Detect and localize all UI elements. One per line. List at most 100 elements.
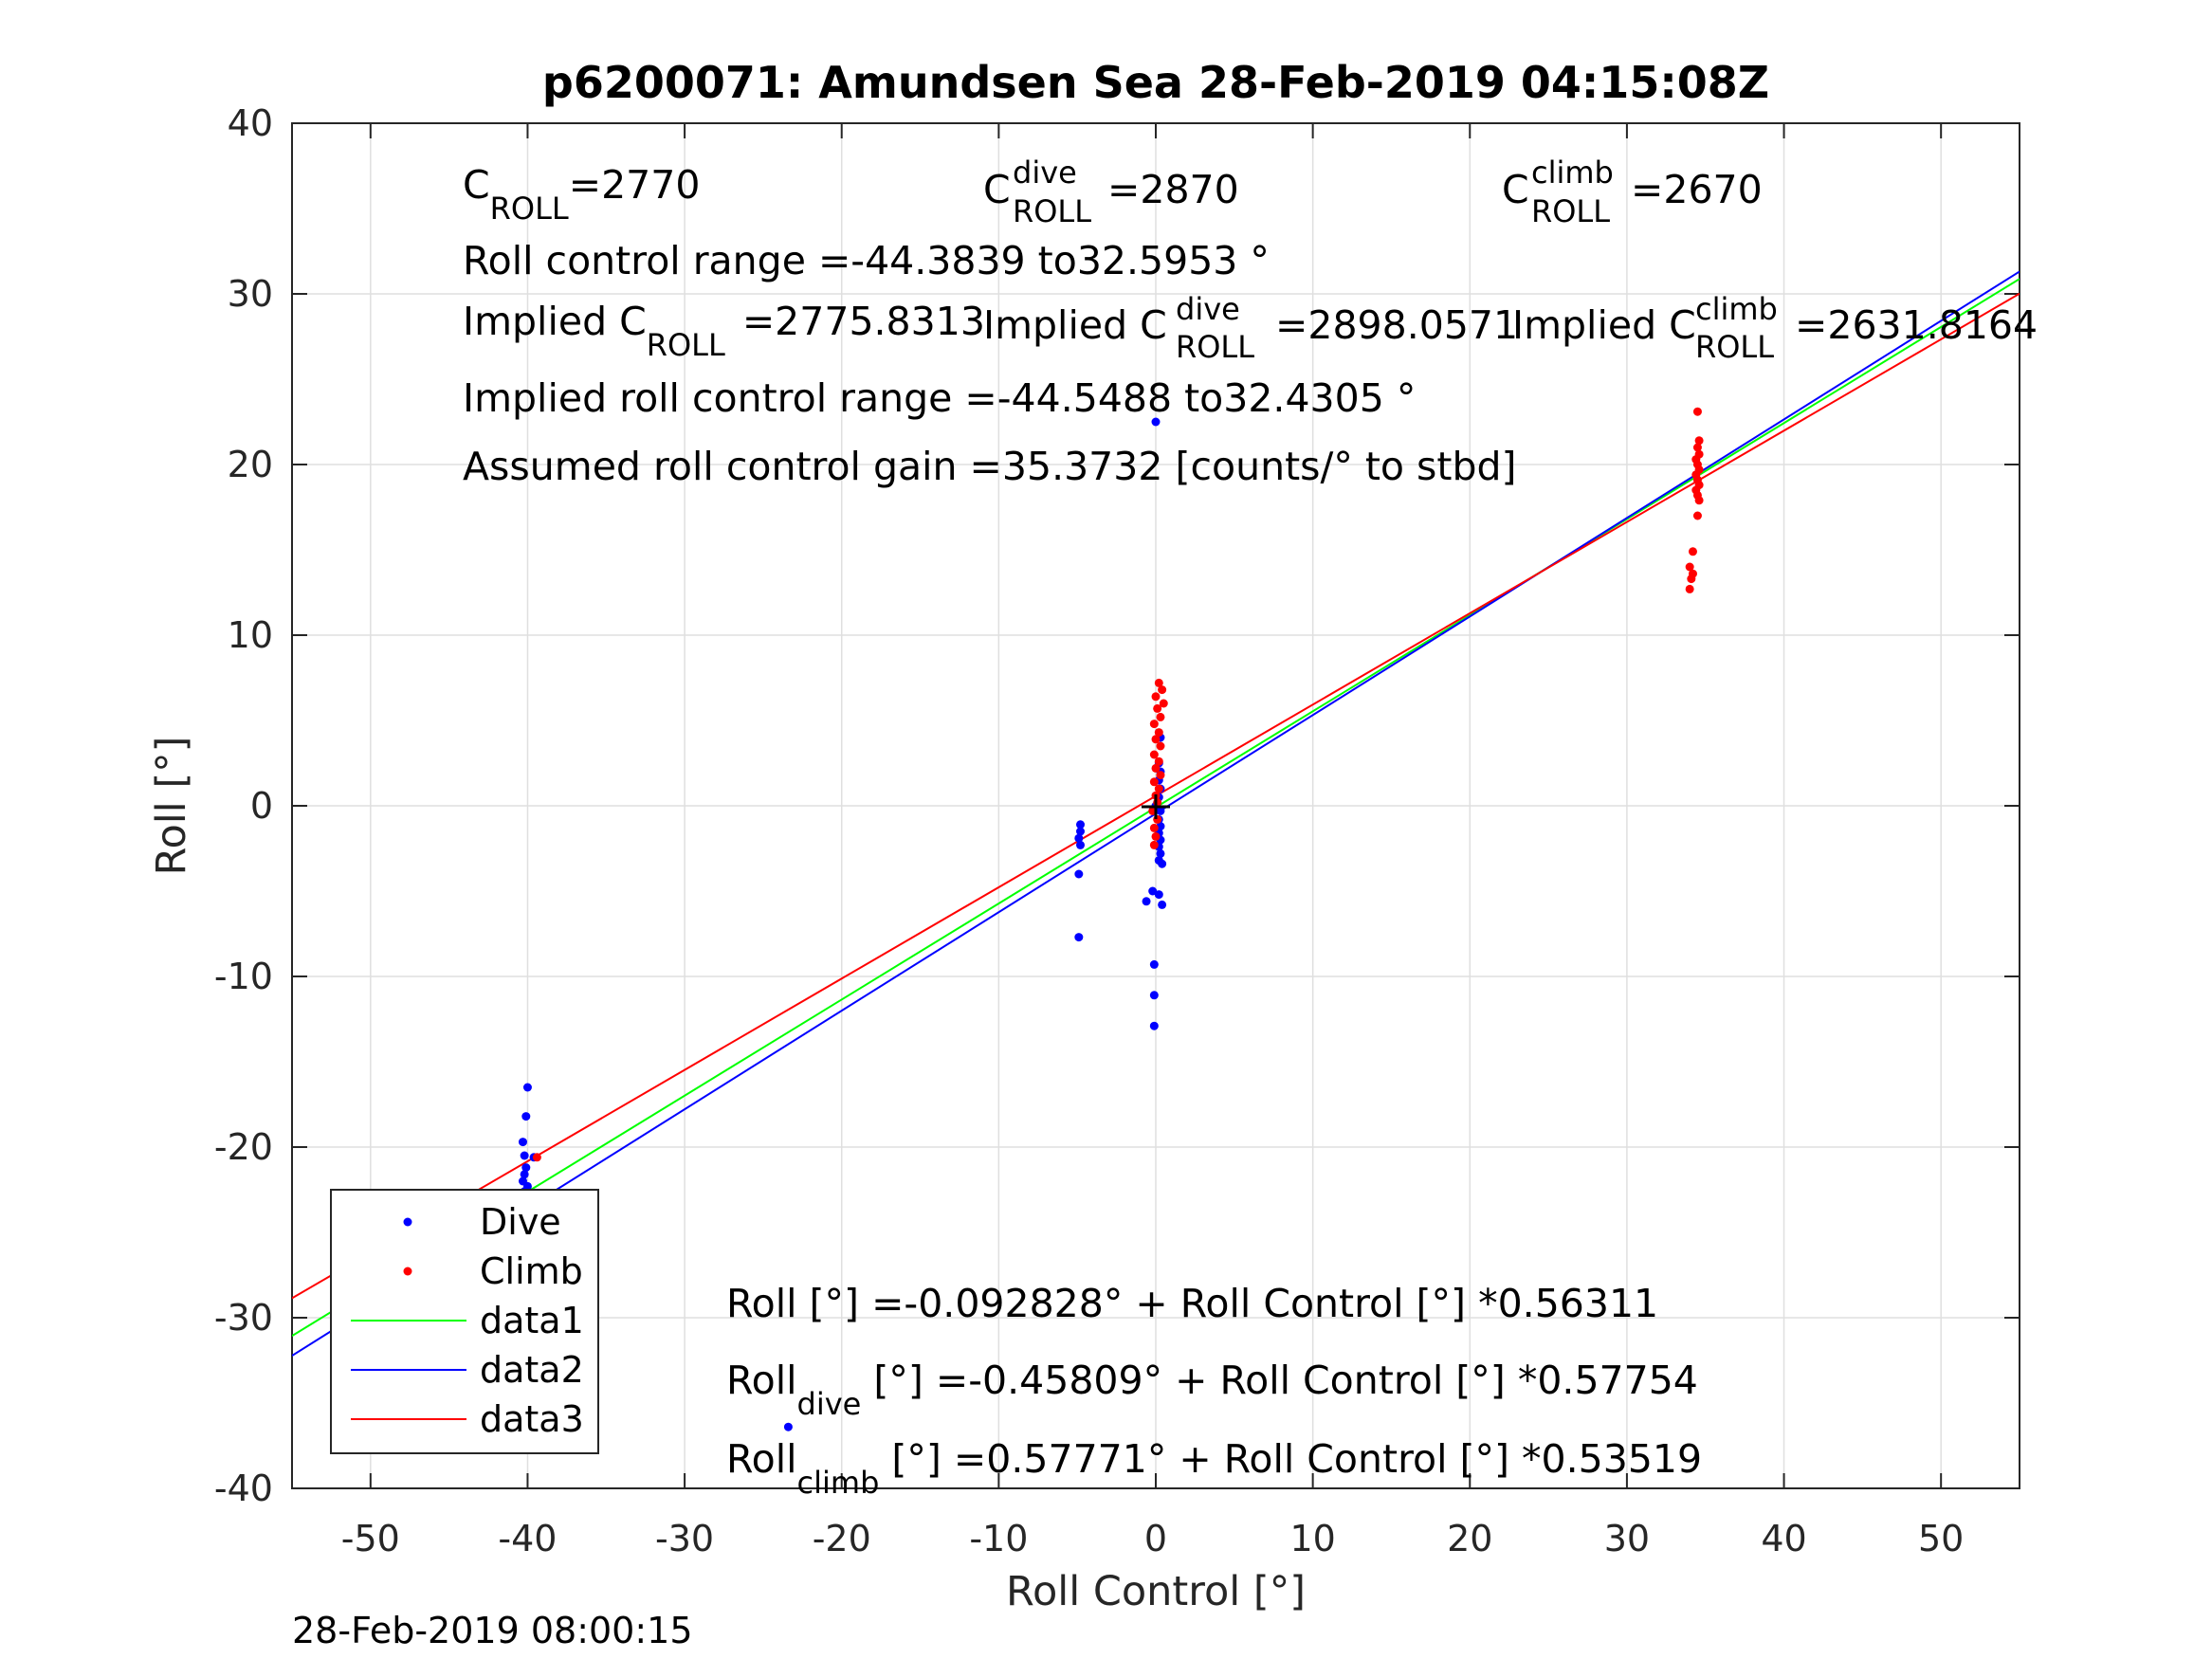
y-tick-label: -40 <box>214 1468 273 1509</box>
point-dive <box>1149 959 1159 969</box>
point-dive <box>522 1083 532 1092</box>
point-climb <box>1692 511 1702 520</box>
y-tick-labels: -40 -30 -20 -10 0 10 20 30 40 <box>214 102 273 1509</box>
point-climb <box>1149 750 1159 759</box>
point-climb <box>1694 496 1704 505</box>
point-dive <box>1074 869 1084 879</box>
point-climb <box>1692 407 1702 416</box>
point-dive <box>1075 827 1085 836</box>
point-dive <box>520 1170 529 1179</box>
annotation-implied-c-climb: Implied C climb ROLL =2631.8164 <box>1512 291 2038 365</box>
point-climb <box>1149 840 1159 849</box>
point-dive <box>1158 900 1167 909</box>
legend-data3-label: data3 <box>480 1398 584 1440</box>
svg-text:dive: dive <box>1013 155 1077 191</box>
origin-cross-marker <box>1142 794 1170 819</box>
x-tick-label: -50 <box>341 1518 400 1559</box>
point-climb <box>1158 685 1167 695</box>
point-dive <box>1148 886 1158 896</box>
annotation-implied-c-dive: Implied C dive ROLL =2898.0571 <box>983 291 1518 365</box>
legend-climb-label: Climb <box>480 1250 583 1292</box>
point-climb <box>1688 547 1697 556</box>
point-climb <box>1151 831 1161 841</box>
point-climb <box>1154 678 1163 687</box>
point-dive <box>520 1151 529 1160</box>
legend-data2-label: data2 <box>480 1349 584 1391</box>
x-axis-label: Roll Control [°] <box>1006 1568 1306 1615</box>
point-dive <box>1149 1021 1159 1030</box>
x-tick-label: -30 <box>655 1518 714 1559</box>
legend-climb-marker <box>403 1267 412 1276</box>
svg-text:ROLL: ROLL <box>1013 193 1091 229</box>
point-climb <box>1685 584 1694 593</box>
x-tick-label: 20 <box>1447 1518 1492 1559</box>
point-climb <box>1685 562 1694 572</box>
point-climb <box>532 1153 541 1162</box>
svg-text:=2670: =2670 <box>1631 167 1763 212</box>
svg-text:climb: climb <box>1695 291 1778 327</box>
point-climb <box>1156 712 1165 721</box>
point-dive <box>1156 806 1165 815</box>
point-dive <box>1074 933 1084 942</box>
svg-text:Implied C: Implied C <box>983 302 1167 348</box>
point-dive <box>1156 848 1165 858</box>
point-climb <box>1151 692 1161 702</box>
x-tick-label: -20 <box>813 1518 871 1559</box>
y-tick-label: -10 <box>214 956 273 997</box>
point-climb <box>1151 763 1161 773</box>
point-dive <box>1075 820 1085 830</box>
y-tick-label: -20 <box>214 1126 273 1168</box>
plot-frame <box>291 122 2020 1489</box>
annotation-implied-c-roll: Implied CROLL=2775.8313 <box>463 299 985 363</box>
point-climb <box>1687 574 1696 584</box>
point-dive <box>1074 833 1084 843</box>
point-dive <box>1149 991 1159 1000</box>
point-dive <box>783 1422 793 1431</box>
svg-text:ROLL: ROLL <box>1531 193 1610 229</box>
svg-text:=2898.0571: =2898.0571 <box>1275 302 1518 348</box>
x-tick-label: -40 <box>498 1518 557 1559</box>
point-dive <box>1158 859 1167 868</box>
point-dive <box>518 1138 527 1147</box>
point-dive <box>521 1112 531 1121</box>
point-dive <box>1142 897 1151 906</box>
x-tick-label: 10 <box>1289 1518 1335 1559</box>
y-axis-label: Roll [°] <box>148 737 195 876</box>
y-tick-label: 20 <box>228 444 273 485</box>
y-tick-label: 30 <box>228 273 273 315</box>
annotation-c-climb: C climb ROLL =2670 <box>1502 155 1763 229</box>
y-tick-label: 10 <box>228 614 273 656</box>
svg-text:=2870: =2870 <box>1107 167 1239 212</box>
point-climb <box>1156 771 1165 780</box>
point-climb <box>1151 735 1161 744</box>
legend-data1-label: data1 <box>480 1300 584 1341</box>
data-points <box>402 407 1704 1431</box>
svg-text:C: C <box>1502 167 1529 212</box>
point-dive <box>1154 890 1163 900</box>
svg-text:dive: dive <box>1176 291 1240 327</box>
chart-title: p6200071: Amundsen Sea 28-Feb-2019 04:15… <box>542 57 1769 108</box>
x-tick-label: 30 <box>1604 1518 1650 1559</box>
annotation-assumed-gain: Assumed roll control gain =35.3732 [coun… <box>463 444 1517 489</box>
legend-dive-marker <box>403 1217 412 1227</box>
annotation-fit-all: Roll [°] =-0.092828° + Roll Control [°] … <box>726 1281 1658 1326</box>
annotation-fit-dive: Rolldive [°] =-0.45809° + Roll Control [… <box>726 1358 1698 1422</box>
legend: Dive Climb data1 data2 data3 <box>330 1189 599 1454</box>
svg-text:ROLL: ROLL <box>1695 329 1774 365</box>
point-climb <box>1154 757 1163 766</box>
point-climb <box>1153 703 1162 713</box>
svg-text:ROLL: ROLL <box>1176 329 1254 365</box>
annotation-fit-climb: Rollclimb [°] =0.57771° + Roll Control [… <box>726 1436 1702 1501</box>
point-climb <box>1154 784 1163 793</box>
point-climb <box>1156 741 1165 751</box>
x-tick-label: 0 <box>1144 1518 1167 1559</box>
point-climb <box>1694 436 1704 446</box>
point-dive <box>1075 840 1085 849</box>
annotation-c-dive: C dive ROLL =2870 <box>983 155 1239 229</box>
y-tick-label: -30 <box>214 1297 273 1339</box>
annotation-implied-roll-control-range: Implied roll control range =-44.5488 to3… <box>463 375 1416 421</box>
svg-text:=2631.8164: =2631.8164 <box>1795 302 2038 348</box>
annotation-c-roll: CROLL=2770 <box>463 162 700 227</box>
point-climb <box>1692 443 1702 452</box>
